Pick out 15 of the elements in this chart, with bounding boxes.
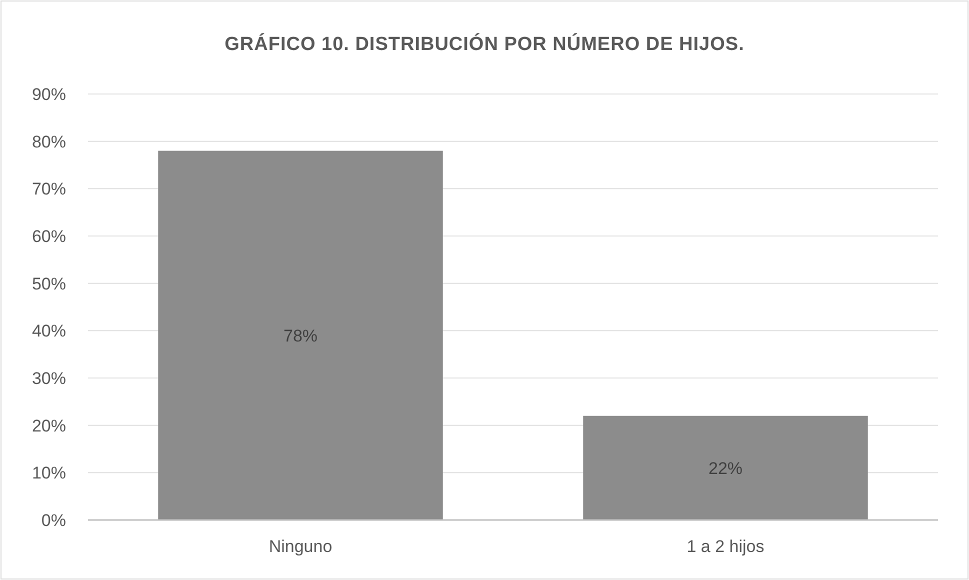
data-label: 78% xyxy=(283,326,318,346)
y-tick-label: 10% xyxy=(32,464,66,483)
chart-title: GRÁFICO 10. DISTRIBUCIÓN POR NÚMERO DE HIJOS. xyxy=(224,33,744,55)
y-tick-label: 40% xyxy=(32,322,66,341)
y-tick-label: 90% xyxy=(32,84,66,104)
data-label: 22% xyxy=(708,458,743,478)
y-tick-label: 80% xyxy=(32,132,66,152)
y-tick-label: 0% xyxy=(41,510,66,530)
y-tick-label: 30% xyxy=(32,368,66,388)
y-tick-label: 20% xyxy=(32,416,66,436)
x-tick-label: Ninguno xyxy=(268,537,332,556)
y-tick-label: 70% xyxy=(32,180,66,199)
x-tick-label: 1 a 2 hijos xyxy=(686,537,764,556)
y-tick-label: 60% xyxy=(32,226,66,246)
y-tick-label: 50% xyxy=(32,274,66,294)
